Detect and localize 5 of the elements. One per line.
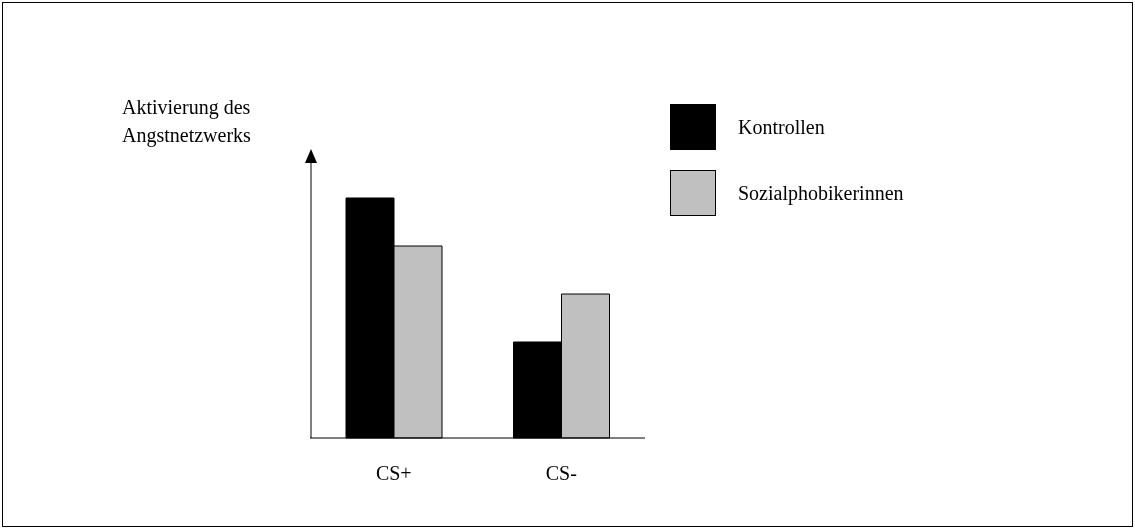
y-axis-title: Aktivierung des Angstnetzwerks (122, 95, 252, 149)
legend-label: Sozialphobikerinnen (738, 181, 904, 205)
legend-label: Kontrollen (738, 115, 825, 139)
x-tick-label: CS- (545, 462, 577, 485)
x-tick-label: CS+ (375, 462, 412, 485)
